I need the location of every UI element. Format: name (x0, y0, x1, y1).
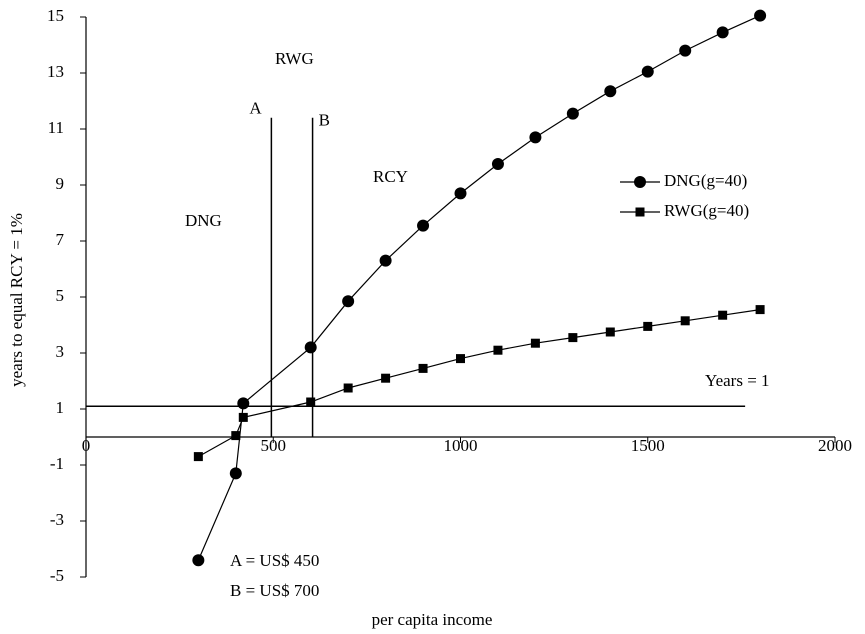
point (491, 158, 504, 170)
annotation: RCY (373, 167, 408, 186)
point (679, 44, 692, 57)
y-tick-label: 13 (47, 62, 64, 81)
series-line (197, 15, 761, 561)
y-tick-label: 7 (56, 230, 65, 249)
point (456, 354, 465, 364)
point (568, 333, 578, 343)
point (192, 554, 205, 567)
annotation: A = US$ 450 (230, 551, 319, 570)
point (755, 305, 765, 315)
point (342, 295, 355, 308)
x-tick-label: 2000 (818, 436, 852, 455)
series-line (198, 309, 761, 458)
x-axis-label: per capita income (372, 610, 493, 629)
y-tick-label: 15 (47, 6, 64, 25)
point (379, 254, 392, 267)
point (304, 341, 317, 354)
annotation: RWG (275, 49, 314, 68)
legend-marker (635, 207, 645, 217)
point (680, 316, 690, 326)
point (716, 26, 729, 39)
y-tick-label: -3 (50, 510, 64, 529)
point (418, 363, 428, 373)
point (193, 452, 203, 462)
x-tick-label: 1500 (631, 436, 665, 455)
y-tick-label: -5 (50, 566, 64, 585)
y-tick-label: 9 (56, 174, 65, 193)
legend-label: DNG(g=40) (664, 171, 747, 190)
point (381, 373, 391, 383)
y-tick-label: 3 (56, 342, 65, 361)
point (306, 397, 316, 407)
legend-marker (634, 176, 646, 188)
y-tick-label: -1 (50, 454, 64, 473)
point (529, 131, 542, 144)
point (238, 412, 248, 422)
point (604, 85, 617, 98)
point (454, 187, 467, 200)
point (493, 345, 503, 355)
y-tick-label: 5 (56, 286, 65, 305)
reference-label: B (319, 111, 330, 130)
y-axis-label: years to equal RCY = 1% (7, 213, 26, 387)
legend-label: RWG(g=40) (664, 201, 749, 220)
point (718, 310, 728, 320)
y-tick-label: 1 (56, 398, 65, 417)
point (343, 383, 353, 393)
point (417, 219, 430, 232)
annotation: DNG (185, 211, 222, 230)
reference-label: Years = 1 (705, 371, 770, 390)
point (530, 338, 540, 348)
y-tick-label: 11 (48, 118, 64, 137)
point (231, 431, 241, 441)
reference-label: A (249, 99, 262, 118)
x-tick-label: 1000 (444, 436, 478, 455)
point (566, 107, 579, 120)
point (643, 321, 653, 331)
x-tick-label: 0 (82, 436, 91, 455)
point (605, 327, 615, 337)
point (237, 397, 250, 410)
annotation: B = US$ 700 (230, 581, 319, 600)
point (641, 65, 654, 78)
point (754, 9, 767, 22)
x-tick-label: 500 (261, 436, 287, 455)
point (229, 467, 242, 480)
